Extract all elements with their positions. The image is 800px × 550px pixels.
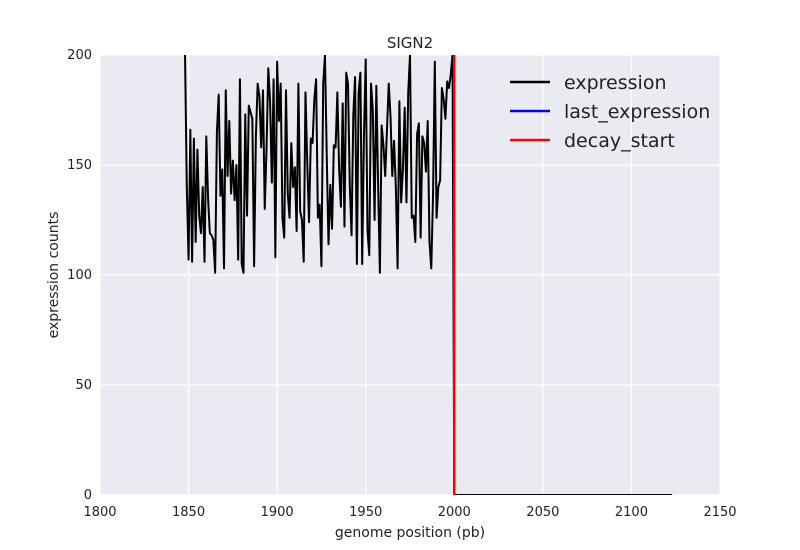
x-tick-label: 1950 [349, 505, 382, 520]
x-axis-label: genome position (pb) [335, 525, 485, 541]
y-tick-label: 200 [67, 48, 92, 63]
y-tick-label: 150 [67, 158, 92, 173]
legend-label-decay-start: decay_start [564, 130, 675, 152]
legend: expression last_expression decay_start [510, 72, 710, 152]
chart-title: SIGN2 [387, 34, 433, 52]
y-tick-label: 0 [84, 488, 92, 503]
x-tick-label: 1850 [172, 505, 205, 520]
y-tick-label: 50 [75, 378, 92, 393]
legend-label-last-expression: last_expression [564, 101, 710, 123]
y-axis-label: expression counts [46, 212, 62, 339]
series-line-expression [184, 55, 673, 495]
x-tick-label: 2050 [526, 505, 559, 520]
x-tick-label: 2150 [703, 505, 736, 520]
series-group [184, 55, 673, 495]
y-tick-label: 100 [67, 268, 92, 283]
x-tick-label: 1800 [83, 505, 116, 520]
x-tick-label: 1900 [261, 505, 294, 520]
x-tick-label: 2100 [615, 505, 648, 520]
x-tick-label: 2000 [438, 505, 471, 520]
legend-label-expression: expression [564, 72, 667, 94]
tick-labels: 1800 1850 1900 1950 2000 2050 2100 2150 0 50 100 15… [67, 48, 736, 520]
